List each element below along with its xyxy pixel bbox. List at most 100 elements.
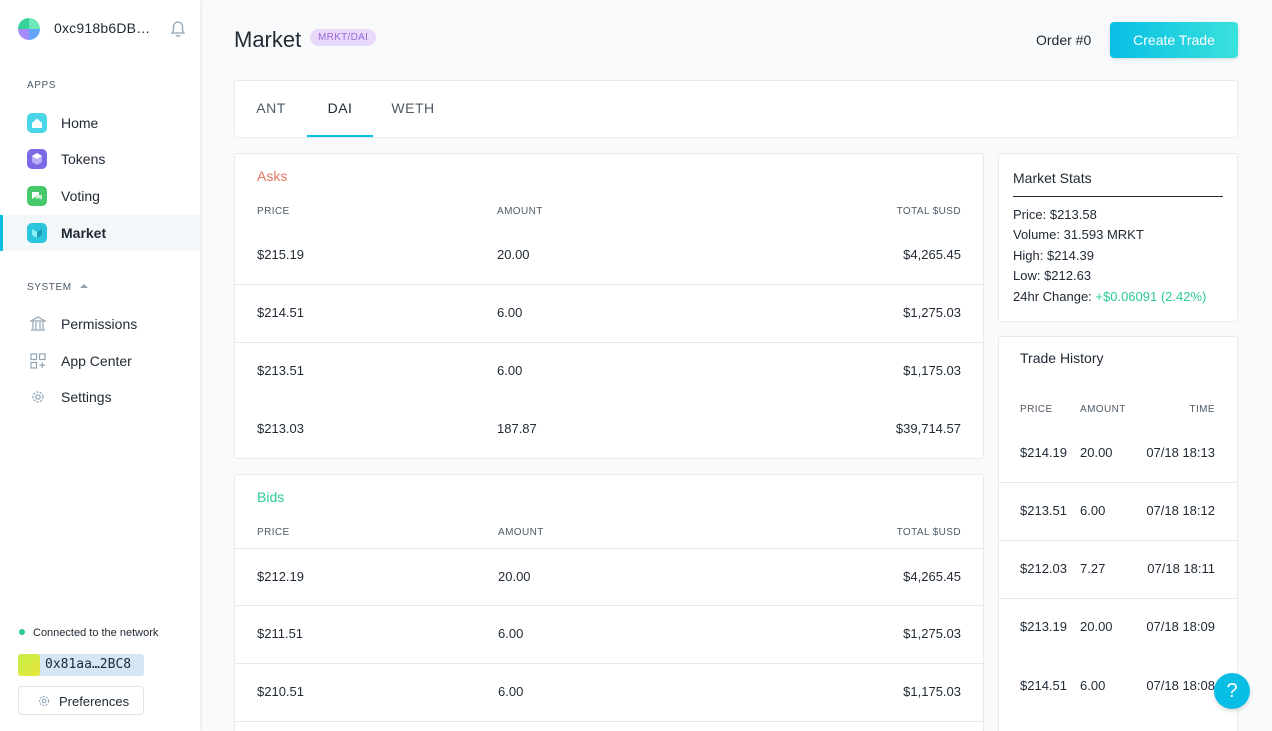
help-button[interactable]: ?	[1214, 673, 1250, 709]
pair-badge: MRKT/DAI	[310, 29, 377, 46]
table-row[interactable]: $212.19 20.00 $4,265.45	[235, 548, 983, 606]
price-cell: $214.51	[257, 305, 304, 320]
table-row[interactable]: $210.51 6.00 $1,175.03	[235, 664, 983, 722]
sidebar-item-market[interactable]: Market	[0, 215, 200, 251]
time-cell: 07/18 18:11	[1147, 561, 1215, 576]
sidebar-item-label: Market	[61, 225, 107, 241]
bids-card: Bids PRICE AMOUNT TOTAL $USD $212.19 20.…	[234, 474, 984, 731]
home-icon	[27, 113, 47, 133]
time-cell: 07/18 18:12	[1146, 503, 1215, 518]
column-header-amount: AMOUNT	[497, 206, 543, 217]
amount-cell: 7.27	[1080, 561, 1106, 576]
sidebar-item-settings[interactable]: Settings	[0, 379, 200, 415]
create-trade-button[interactable]: Create Trade	[1110, 22, 1238, 58]
tab-weth[interactable]: WETH	[391, 100, 435, 116]
page-title: Market	[234, 27, 302, 52]
amount-cell: 20.00	[1080, 619, 1113, 634]
sidebar-item-permissions[interactable]: Permissions	[0, 306, 200, 342]
table-row[interactable]: $213.51 6.00 $1,175.03	[235, 343, 983, 401]
amount-cell: 20.00	[498, 569, 531, 584]
trade-history-card: Trade History PRICE AMOUNT TIME $214.19 …	[998, 336, 1238, 731]
total-cell: $4,265.45	[903, 247, 961, 262]
tab-ant[interactable]: ANT	[256, 100, 286, 116]
stat-volume: Volume: 31.593 MRKT	[1013, 227, 1144, 242]
list-item[interactable]: $213.51 6.00 07/18 18:12	[999, 483, 1237, 541]
market-icon	[27, 223, 47, 243]
account-menu[interactable]: 0xc918b6DB…	[18, 18, 188, 40]
stat-high: High: $214.39	[1013, 248, 1094, 263]
token-tabs: ANT DAI WETH	[234, 80, 1238, 138]
stat-change: 24hr Change: +$0.06091 (2.42%)	[1013, 289, 1206, 304]
amount-cell: 6.00	[497, 305, 523, 320]
gear-icon	[38, 695, 50, 707]
market-stats-card: Market Stats Price: $213.58 Volume: 31.5…	[998, 153, 1238, 322]
asks-title: Asks	[257, 168, 288, 184]
table-row[interactable]: $211.51 6.00 $1,275.03	[235, 606, 983, 664]
bell-icon[interactable]	[170, 20, 186, 38]
price-cell: $214.19	[1020, 445, 1067, 460]
network-status-text: Connected to the network	[33, 627, 159, 639]
stat-price: Price: $213.58	[1013, 207, 1097, 222]
total-cell: $4,265.45	[903, 569, 961, 584]
time-cell: 07/18 18:08	[1146, 678, 1215, 693]
account-name: 0xc918b6DB…	[54, 20, 151, 36]
tab-dai[interactable]: DAI	[307, 81, 373, 137]
time-cell: 07/18 18:09	[1146, 619, 1215, 634]
sidebar-item-home[interactable]: Home	[0, 105, 200, 141]
tokens-icon	[27, 149, 47, 169]
column-header-price: PRICE	[1020, 404, 1053, 415]
sidebar-item-label: Voting	[61, 188, 100, 204]
caret-up-icon	[79, 284, 88, 288]
asks-card: Asks PRICE AMOUNT TOTAL $USD $215.19 20.…	[234, 153, 984, 459]
stat-low: Low: $212.63	[1013, 268, 1092, 283]
list-item[interactable]: $212.03 7.27 07/18 18:11	[999, 541, 1237, 599]
gear-icon	[32, 391, 44, 403]
trade-history-title: Trade History	[1020, 350, 1104, 366]
column-header-total: TOTAL $USD	[896, 206, 961, 217]
preferences-button[interactable]: Preferences	[18, 686, 144, 715]
amount-cell: 187.87	[497, 421, 537, 436]
list-item[interactable]: $214.51 6.00 07/18 18:08	[999, 658, 1237, 716]
amount-cell: 6.00	[497, 363, 523, 378]
preferences-label: Preferences	[59, 694, 130, 709]
total-cell: $1,175.03	[903, 363, 961, 378]
network-status: Connected to the network	[19, 627, 158, 639]
column-header-amount: AMOUNT	[1080, 404, 1126, 415]
amount-cell: 6.00	[498, 626, 524, 641]
sidebar-item-label: Tokens	[61, 151, 106, 167]
sidebar-item-label: Home	[61, 115, 99, 131]
table-row[interactable]: $213.03 187.87 $39,714.57	[235, 401, 983, 458]
price-cell: $214.51	[1020, 678, 1067, 693]
system-section-label[interactable]: SYSTEM	[27, 282, 88, 293]
price-cell: $213.51	[1020, 503, 1067, 518]
table-row[interactable]: $214.51 6.00 $1,275.03	[235, 285, 983, 343]
price-cell: $215.19	[257, 247, 304, 262]
total-cell: $39,714.57	[895, 421, 961, 436]
address-badge[interactable]: 0x81aa…2BC8	[18, 654, 144, 676]
sidebar-item-voting[interactable]: Voting	[0, 178, 200, 214]
amount-cell: 6.00	[1080, 678, 1106, 693]
list-item[interactable]: $214.19 20.00 07/18 18:13	[999, 425, 1237, 483]
amount-cell: 20.00	[497, 247, 530, 262]
column-header-amount: AMOUNT	[498, 527, 544, 538]
apps-section-label: APPS	[27, 80, 57, 91]
price-cell: $211.51	[257, 626, 304, 641]
total-cell: $1,275.03	[903, 305, 961, 320]
table-row[interactable]: $215.19 20.00 $4,265.45	[235, 227, 983, 285]
column-header-time: TIME	[1189, 404, 1215, 415]
price-cell: $213.51	[257, 363, 304, 378]
price-cell: $212.19	[257, 569, 304, 584]
sidebar-item-app-center[interactable]: App Center	[0, 343, 200, 379]
column-header-price: PRICE	[257, 206, 290, 217]
bids-title: Bids	[257, 489, 285, 505]
address-avatar	[18, 654, 40, 676]
stat-change-value: +$0.06091 (2.42%)	[1095, 289, 1207, 304]
sidebar-item-label: App Center	[61, 353, 132, 369]
sidebar-item-label: Settings	[61, 389, 112, 405]
sidebar-item-tokens[interactable]: Tokens	[0, 141, 200, 177]
list-item[interactable]: $213.19 20.00 07/18 18:09	[999, 599, 1237, 657]
amount-cell: 20.00	[1080, 445, 1113, 460]
system-label-text: SYSTEM	[27, 282, 72, 293]
account-avatar	[18, 18, 40, 40]
market-stats-title: Market Stats	[1013, 170, 1092, 186]
